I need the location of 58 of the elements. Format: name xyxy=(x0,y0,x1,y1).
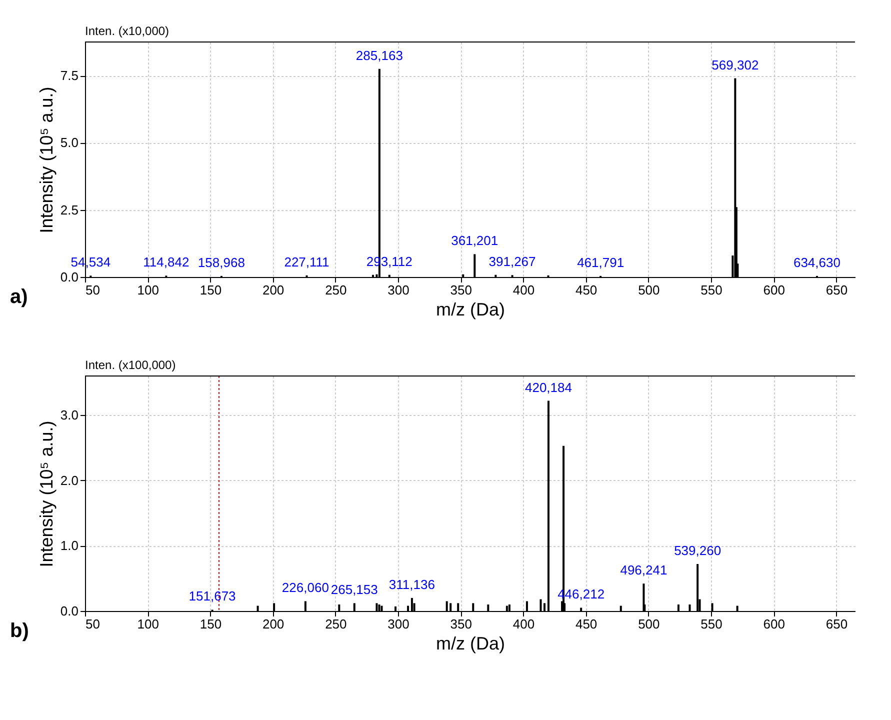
x-tick-label: 500 xyxy=(638,616,660,632)
x-tick-label: 450 xyxy=(575,282,598,298)
annotation: 285,163 xyxy=(356,48,403,63)
x-tick-label: 600 xyxy=(763,282,785,298)
x-tick-label: 250 xyxy=(325,282,347,298)
x-tick-label: 400 xyxy=(512,282,535,298)
annotation: 265,153 xyxy=(330,582,378,598)
y-tick-label: 5.0 xyxy=(60,135,78,150)
annotation: 634,630 xyxy=(793,254,840,270)
x-tick-label: 150 xyxy=(200,282,222,298)
x-tick-label: 650 xyxy=(826,616,848,632)
annotation: 539,260 xyxy=(674,543,722,558)
x-axis-title: m/z (Da) xyxy=(436,634,505,654)
annotation: 461,791 xyxy=(577,254,624,270)
x-tick-label: 150 xyxy=(200,616,222,632)
y-tick-label: 3.0 xyxy=(60,408,78,423)
text: b) xyxy=(10,620,29,642)
x-tick-label: 250 xyxy=(325,616,347,632)
text: Inten. (x10,000) xyxy=(85,24,170,38)
text: Inten. (x100,000) xyxy=(85,358,176,372)
annotation: 158,968 xyxy=(198,254,245,270)
text: a) xyxy=(10,286,28,308)
x-tick-label: 400 xyxy=(512,616,535,632)
y-tick-label: 0.0 xyxy=(60,270,78,284)
x-tick-label: 50 xyxy=(86,282,100,298)
annotation: 226,060 xyxy=(282,580,329,596)
annotation: 420,184 xyxy=(524,380,572,395)
annotation: 311,136 xyxy=(388,576,435,592)
y-tick-label: 1.0 xyxy=(60,538,78,554)
x-tick-label: 200 xyxy=(262,616,284,632)
y-axis-title: Intensity (10⁵ a.u.) xyxy=(36,86,56,234)
x-tick-label: 650 xyxy=(826,282,848,298)
y-tick-label: 2.5 xyxy=(60,202,78,218)
x-tick-label: 550 xyxy=(700,282,722,298)
x-tick-label: 100 xyxy=(137,282,159,298)
y-tick-label: 0.0 xyxy=(60,604,78,618)
y-tick-label: 7.5 xyxy=(60,68,78,84)
annotation: 496,241 xyxy=(620,562,668,578)
x-tick-label: 100 xyxy=(137,616,159,632)
x-tick-label: 50 xyxy=(86,616,100,632)
x-tick-label: 500 xyxy=(638,282,660,298)
y-axis-title: Intensity (10⁵ a.u.) xyxy=(36,420,56,568)
y-tick-label: 2.0 xyxy=(60,472,78,488)
x-tick-label: 200 xyxy=(262,282,284,298)
annotation: 361,201 xyxy=(451,233,498,248)
x-axis-title: m/z (Da) xyxy=(436,300,505,320)
x-tick-label: 450 xyxy=(575,616,598,632)
x-tick-label: 350 xyxy=(450,282,472,298)
annotation: 227,111 xyxy=(284,254,330,270)
annotation: 391,267 xyxy=(488,254,536,270)
annotation: 114,842 xyxy=(143,254,190,270)
x-tick-label: 300 xyxy=(388,282,410,298)
x-tick-label: 350 xyxy=(450,616,472,632)
x-tick-label: 550 xyxy=(700,616,722,632)
x-tick-label: 600 xyxy=(763,616,785,632)
annotation: 569,302 xyxy=(712,57,759,72)
x-tick-label: 300 xyxy=(388,616,410,632)
annotation: 151,673 xyxy=(188,588,236,604)
